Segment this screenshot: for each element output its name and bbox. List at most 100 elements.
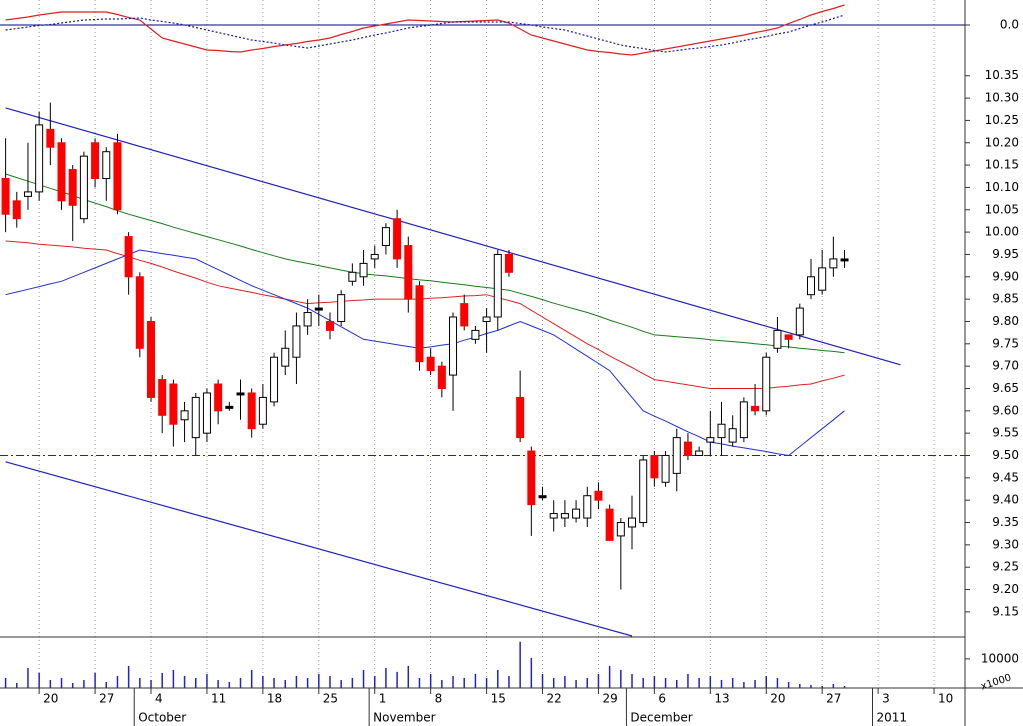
x-tick-label: 10	[938, 692, 953, 706]
candle-body	[426, 356, 435, 372]
y-tick-label: 9.70	[992, 359, 1019, 373]
y-tick-label: 9.95	[992, 247, 1019, 261]
candle-body	[605, 508, 614, 541]
candle-body	[180, 410, 189, 421]
candle-body	[381, 227, 390, 247]
y-tick-label: 9.35	[992, 515, 1019, 529]
y-tick-label: 10.15	[985, 158, 1019, 172]
candle-body	[12, 200, 21, 220]
candle-body	[706, 437, 715, 443]
candle-body	[415, 285, 424, 363]
candle-body	[214, 383, 223, 412]
candle-body	[225, 405, 234, 409]
candle-body	[683, 441, 692, 457]
y-tick-label: 10000	[981, 651, 1019, 665]
candle-body	[348, 271, 357, 282]
candle-body	[113, 142, 122, 211]
y-tick-label: 10.20	[985, 135, 1019, 149]
candle-body	[717, 423, 726, 439]
month-label: 2011	[877, 711, 908, 725]
candle-body	[818, 267, 827, 291]
y-tick-label: 10.35	[985, 68, 1019, 82]
trend-line	[5, 461, 633, 637]
candle-body	[751, 405, 760, 412]
x-tick-label: 27	[99, 692, 114, 706]
candle-body	[35, 124, 44, 193]
x-tick-label: 27	[826, 692, 841, 706]
candle-body	[57, 142, 66, 202]
candle-body	[739, 401, 748, 439]
candle-body	[650, 455, 659, 479]
candle-body	[516, 396, 525, 439]
candle-body	[527, 450, 536, 506]
y-tick-label: 10.30	[985, 91, 1019, 105]
candle-body	[471, 329, 480, 340]
candle-body	[795, 307, 804, 336]
y-tick-label: 9.75	[992, 336, 1019, 350]
candle-body	[169, 383, 178, 425]
y-tick-label: 9.55	[992, 426, 1019, 440]
y-tick-label: 9.65	[992, 381, 1019, 395]
candle-body	[762, 356, 771, 412]
x-tick-label: 29	[602, 692, 617, 706]
candle-body	[79, 155, 88, 220]
candle-body	[102, 151, 111, 180]
candle-body	[437, 365, 446, 389]
x-tick-label: 1	[379, 692, 387, 706]
candle-body	[538, 495, 547, 499]
month-label: November	[373, 711, 435, 725]
y-tick-label: 9.80	[992, 314, 1019, 328]
candle-body	[583, 495, 592, 519]
candle-body	[247, 392, 256, 430]
month-label: December	[630, 711, 692, 725]
trend-line	[5, 107, 901, 366]
y-tick-label: 0.0	[1000, 18, 1019, 32]
y-tick-label: 10.00	[985, 225, 1019, 239]
y-tick-label: 9.50	[992, 448, 1019, 462]
x-tick-label: 4	[155, 692, 163, 706]
candle-body	[560, 513, 569, 519]
indicator-line	[5, 4, 845, 56]
y-tick-label: 9.60	[992, 403, 1019, 417]
y-tick-label: 9.40	[992, 493, 1019, 507]
candle-body	[482, 316, 491, 322]
candle-body	[147, 320, 156, 398]
candle-body	[303, 312, 312, 327]
candle-body	[191, 396, 200, 439]
moving-average	[5, 173, 845, 354]
candle-body	[549, 513, 558, 519]
x-tick-label: 22	[547, 692, 562, 706]
x-tick-label: 25	[323, 692, 338, 706]
y-tick-label: 10.05	[985, 202, 1019, 216]
x-tick-label: 13	[714, 692, 729, 706]
candle-body	[325, 320, 334, 331]
candle-body	[773, 329, 782, 349]
candle-body	[572, 508, 581, 519]
y-tick-label: 9.25	[992, 560, 1019, 574]
moving-average	[5, 240, 845, 389]
candle-body	[68, 169, 77, 206]
y-tick-label: 9.45	[992, 470, 1019, 484]
candle-body	[337, 294, 346, 322]
candle-body	[616, 522, 625, 537]
candle-body	[493, 253, 502, 318]
candle-body	[23, 191, 32, 197]
candle-body	[270, 356, 279, 403]
candle-body	[695, 450, 704, 457]
candle-body	[46, 128, 55, 148]
candle-body	[135, 276, 144, 349]
candle-body	[504, 253, 513, 273]
candle-body	[594, 490, 603, 501]
y-tick-label: 9.85	[992, 292, 1019, 306]
candle-body	[806, 276, 815, 296]
x-tick-label: 20	[770, 692, 785, 706]
x-tick-label: 18	[267, 692, 282, 706]
month-label: October	[138, 711, 186, 725]
y-tick-label: 9.15	[992, 604, 1019, 618]
x-tick-label: 3	[882, 692, 890, 706]
x-tick-label: 6	[658, 692, 666, 706]
candle-body	[370, 253, 379, 260]
indicator-line	[5, 14, 845, 53]
